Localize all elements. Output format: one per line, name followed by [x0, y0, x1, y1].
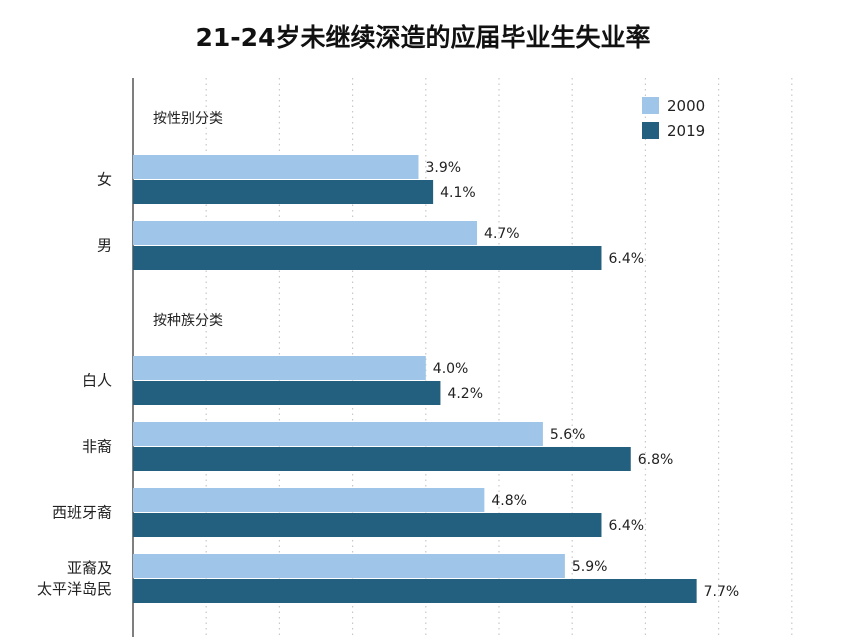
- data-label: 5.6%: [550, 427, 586, 443]
- bar: [133, 513, 602, 537]
- chart-title: 21-24岁未继续深造的应届毕业生失业率: [195, 23, 651, 52]
- category-label: 女: [97, 171, 112, 189]
- bar: [133, 221, 478, 245]
- legend-swatch: [642, 97, 659, 114]
- legend-swatch: [642, 122, 659, 139]
- bar: [133, 246, 602, 270]
- legend-label: 2000: [667, 97, 705, 115]
- data-label: 6.8%: [638, 452, 674, 468]
- data-label: 4.8%: [491, 493, 527, 509]
- group-label: 按种族分类: [153, 313, 223, 329]
- bar: [133, 180, 434, 204]
- category-label: 亚裔及: [67, 559, 112, 577]
- bar: [133, 155, 419, 179]
- category-label: 白人: [82, 372, 112, 390]
- data-label: 4.0%: [433, 361, 469, 377]
- bar: [133, 422, 543, 446]
- data-label: 6.4%: [608, 518, 644, 534]
- category-label: 男: [97, 237, 112, 255]
- bar: [133, 554, 565, 578]
- data-label: 6.4%: [608, 251, 644, 267]
- category-label: 西班牙裔: [52, 504, 112, 522]
- data-label: 4.2%: [447, 386, 483, 402]
- data-label: 5.9%: [572, 559, 608, 575]
- bar: [133, 579, 697, 603]
- bar: [133, 381, 441, 405]
- legend-label: 2019: [667, 122, 705, 140]
- bar: [133, 447, 631, 471]
- category-label: 太平洋岛民: [37, 580, 112, 598]
- category-label: 非裔: [82, 438, 112, 456]
- data-label: 4.1%: [440, 185, 476, 201]
- bar: [133, 356, 426, 380]
- group-label: 按性别分类: [153, 111, 223, 127]
- data-label: 4.7%: [484, 226, 520, 242]
- data-label: 7.7%: [704, 584, 740, 600]
- data-label: 3.9%: [425, 160, 461, 176]
- bar: [133, 488, 485, 512]
